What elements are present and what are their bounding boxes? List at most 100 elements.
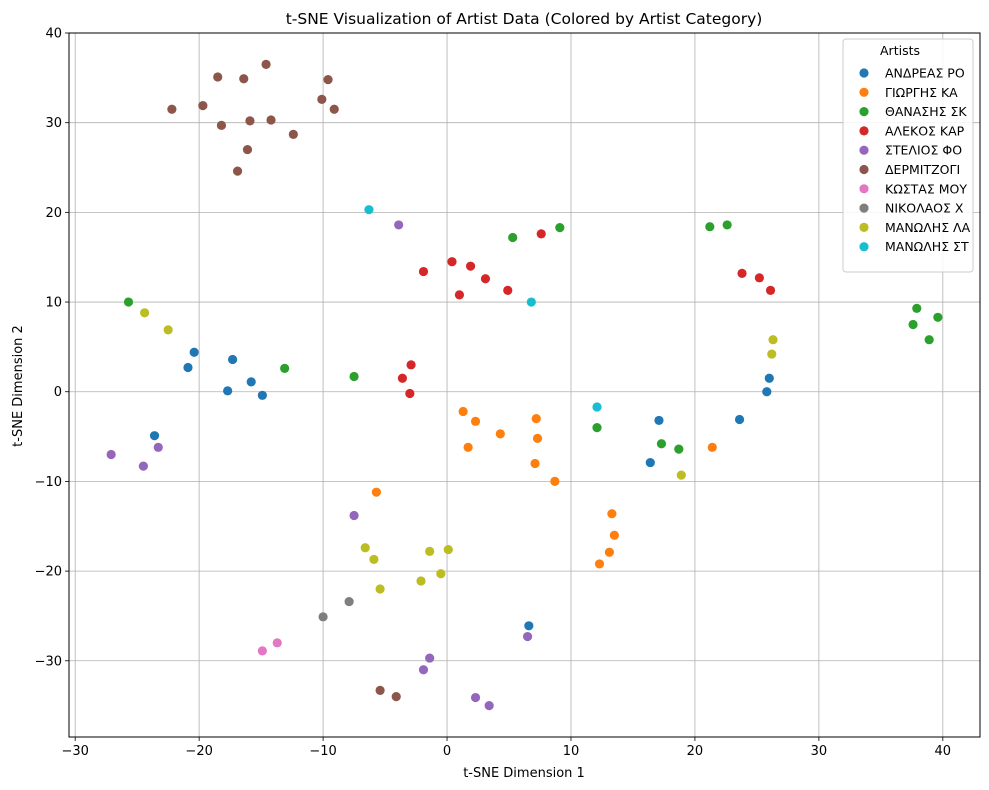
scatter-point: [138, 461, 148, 471]
scatter-point: [912, 303, 922, 313]
y-tick-label: 30: [45, 116, 62, 131]
scatter-point: [436, 569, 446, 579]
legend-marker: [859, 87, 869, 97]
scatter-point: [239, 74, 249, 84]
scatter-point: [418, 665, 429, 675]
scatter-point: [371, 487, 381, 497]
y-tick-label: −30: [35, 654, 62, 669]
scatter-point: [508, 232, 518, 243]
scatter-point: [555, 223, 565, 233]
x-tick-label: 10: [563, 744, 580, 759]
legend-items: ΑΝΔΡΕΑΣ ΡΟ ΓΙΩΡΓΗΣ ΚΑ ΘΑΝΑΣΗΣ ΣΚ ΑΛΕΚΟΣ ΚΑΡ…: [859, 66, 971, 254]
scatter-point: [495, 429, 505, 439]
scatter-point: [767, 349, 777, 359]
scatter-point: [454, 290, 465, 300]
legend-marker: [859, 107, 869, 117]
scatter-point: [317, 94, 327, 104]
legend-entry-label: ΑΛΕΚΟΣ ΚΑΡ: [885, 123, 965, 138]
scatter-point: [924, 335, 934, 345]
scatter-point: [470, 416, 481, 426]
scatter-point: [405, 388, 415, 399]
scatter-point: [163, 325, 173, 335]
legend-entry-label: ΓΙΩΡΓΗΣ ΚΑ: [885, 85, 958, 100]
x-tick-label: 0: [443, 744, 451, 759]
scatter-point: [503, 285, 513, 295]
scatter-point: [153, 442, 163, 452]
plot-area-frame: [68, 32, 981, 738]
scatter-point: [416, 576, 426, 586]
scatter-point: [349, 510, 359, 521]
scatter-point: [754, 273, 764, 283]
scatter-point: [261, 59, 271, 69]
legend-marker: [859, 203, 869, 213]
legend-entry-label: ΚΩΣΤΑΣ ΜΟΥ: [885, 181, 967, 196]
scatter-point: [526, 297, 536, 307]
y-tick-label: 0: [54, 385, 62, 400]
scatter-point: [257, 646, 267, 656]
scatter-point: [189, 347, 199, 357]
scatter-point: [531, 414, 541, 424]
scatter-point: [106, 449, 116, 460]
y-tick-label: 40: [45, 27, 62, 42]
scatter-point: [394, 220, 404, 230]
grid-lines: [69, 32, 980, 737]
scatter-point: [232, 166, 243, 176]
chart-title: t-SNE Visualization of Artist Data (Colo…: [286, 10, 763, 28]
scatter-point: [375, 685, 385, 695]
legend-marker: [859, 184, 869, 194]
legend-entry-label: ΑΝΔΡΕΑΣ ΡΟ: [885, 66, 965, 81]
legend-entry-label: ΜΑΝΩΛΗΣ ΛΑ: [885, 220, 971, 235]
scatter-point: [524, 621, 534, 631]
scatter-point: [532, 433, 543, 443]
scatter-point: [592, 402, 602, 412]
scatter-point: [397, 373, 408, 383]
scatter-point: [349, 371, 359, 382]
legend-entry-label: ΝΙΚΟΛΑΟΣ Χ: [885, 201, 964, 216]
scatter-point: [360, 543, 370, 553]
x-tick-label: 30: [811, 744, 828, 759]
scatter-point: [594, 559, 605, 569]
scatter-point: [707, 442, 717, 452]
legend-marker: [859, 164, 869, 175]
scatter-point: [645, 457, 655, 468]
scatter-point: [198, 101, 208, 111]
scatter-point: [318, 612, 328, 622]
scatter-point: [654, 415, 664, 426]
x-tick-label: 40: [935, 744, 952, 759]
scatter-point: [329, 104, 339, 114]
y-tick-label: 10: [45, 296, 62, 311]
scatter-point: [216, 120, 227, 130]
legend-marker: [859, 222, 869, 232]
scatter-point: [443, 544, 453, 555]
scatter-point: [705, 222, 715, 232]
legend-marker: [859, 145, 869, 155]
scatter-point: [375, 584, 385, 594]
legend-entry-label: ΘΑΝΑΣΗΣ ΣΚ: [885, 104, 967, 119]
scatter-point: [213, 72, 223, 82]
scatter-point: [722, 220, 732, 230]
scatter-point: [391, 692, 401, 702]
scatter-point: [768, 335, 778, 345]
scatter-point: [463, 442, 473, 452]
scatter-point: [123, 297, 134, 307]
scatter-point: [425, 653, 435, 663]
scatter-point: [656, 439, 667, 449]
scatter-point: [470, 692, 481, 703]
scatter-point: [245, 116, 255, 126]
scatter-point: [458, 406, 468, 417]
x-tick-label: −10: [309, 744, 336, 759]
scatter-point: [676, 470, 686, 480]
legend: Artists ΑΝΔΡΕΑΣ ΡΟ ΓΙΩΡΓΗΣ ΚΑ ΘΑΝΑΣΗΣ ΣΚ ΑΛ…: [842, 38, 974, 273]
scatter-point: [149, 431, 160, 441]
scatter-point: [530, 458, 540, 469]
scatter-point: [592, 422, 602, 433]
scatter-points: [106, 59, 943, 711]
scatter-point: [465, 261, 476, 271]
scatter-point: [674, 444, 684, 454]
scatter-point: [228, 354, 238, 365]
scatter-point: [908, 319, 918, 330]
legend-entry-label: ΔΕΡΜΙΤΖΟΓΙ: [885, 162, 960, 177]
scatter-point: [183, 362, 193, 373]
scatter-point: [369, 554, 379, 565]
legend-entry-label: ΜΑΝΩΛΗΣ ΣΤ: [885, 239, 969, 254]
